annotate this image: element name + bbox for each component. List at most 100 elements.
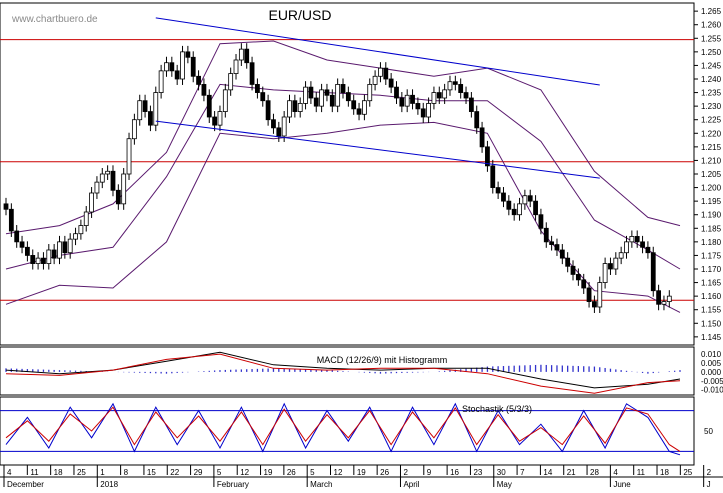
x-axis: 4 11 18 25 1 8 15 22 29 5 12 19 26 5 12 19 26 2 9 16 23 30 7 14…: [0, 465, 723, 489]
date-tick-label: 19: [357, 468, 366, 477]
macd-signal-line: [5, 353, 681, 394]
candle-body: [228, 73, 234, 91]
month-label: June: [613, 480, 631, 489]
candle-body: [420, 108, 426, 118]
candle-body: [335, 84, 341, 107]
date-tick-label: 25: [77, 468, 86, 477]
price-tick-label: 1.170: [701, 265, 722, 274]
price-tick-label: 1.220: [701, 129, 722, 138]
candle-body: [131, 119, 137, 140]
candle-body: [661, 301, 667, 305]
date-tick-label: 9: [427, 468, 432, 477]
stochastic-d-line: [5, 406, 681, 452]
candle-body: [640, 241, 645, 248]
candle-body: [185, 51, 191, 58]
date-tick-label: 1: [100, 468, 105, 477]
candle-body: [174, 70, 180, 80]
candle-body: [452, 81, 458, 85]
price-tick-label: 1.190: [701, 211, 722, 220]
macd-tick-label: 0.010: [701, 350, 722, 359]
candle-body: [340, 84, 346, 93]
candle-body: [565, 257, 571, 267]
macd-frame: [0, 346, 695, 396]
candle-body: [468, 97, 474, 112]
candle-body: [89, 192, 94, 213]
stochastic-frame: [0, 396, 695, 466]
date-tick-label: 5: [217, 468, 222, 477]
candle-body: [99, 173, 105, 183]
candle-body: [329, 94, 335, 107]
macd-tick-label: -0.010: [701, 386, 723, 395]
candle-body: [217, 111, 223, 126]
candle-body: [319, 89, 325, 107]
candle-body: [244, 48, 250, 64]
macd-tick-label: 0.005: [701, 359, 722, 368]
date-tick-label: 2: [403, 468, 408, 477]
stochastic-panel: 50: [0, 396, 713, 466]
price-tick-label: 1.250: [701, 48, 722, 57]
candle-body: [485, 146, 490, 167]
candle-body: [260, 92, 266, 102]
trend-line: [155, 17, 600, 86]
candle-body: [308, 86, 314, 99]
candle-body: [153, 92, 159, 126]
candle-body: [447, 81, 453, 91]
candle-body: [404, 94, 410, 107]
candle-body: [158, 70, 164, 93]
candle-body: [527, 195, 533, 202]
candle-body: [276, 127, 282, 137]
month-label: March: [310, 480, 332, 489]
candle-body: [180, 51, 185, 80]
candle-body: [559, 249, 565, 259]
candle-body: [431, 92, 437, 104]
price-tick-label: 1.175: [701, 251, 722, 260]
candle-body: [249, 62, 255, 85]
candle-body: [495, 187, 501, 194]
candle-body: [196, 75, 201, 85]
price-tick-label: 1.195: [701, 197, 722, 206]
candle-body: [543, 227, 549, 243]
candle-body: [597, 282, 603, 308]
candle-body: [313, 97, 319, 107]
watermark: www.chartbuero.de: [11, 14, 98, 25]
candle-body: [581, 279, 587, 289]
price-tick-label: 1.240: [701, 75, 722, 84]
candle-body: [618, 252, 624, 259]
date-tick-label: 18: [54, 468, 63, 477]
candle-body: [356, 108, 362, 115]
candle-body: [110, 170, 116, 191]
candle-body: [142, 100, 148, 112]
candle-body: [575, 274, 581, 281]
candle-body: [361, 100, 367, 115]
price-tick-label: 1.235: [701, 89, 722, 98]
candle-body: [271, 119, 276, 129]
price-tick-label: 1.225: [701, 116, 722, 125]
price-tick-label: 1.165: [701, 279, 722, 288]
chart-title: EUR/USD: [268, 7, 331, 23]
candle-body: [624, 241, 629, 254]
price-tick-label: 1.260: [701, 21, 722, 30]
candle-body: [3, 203, 9, 210]
candle-body: [51, 249, 57, 259]
candle-body: [35, 257, 41, 264]
date-tick-label: 4: [613, 468, 618, 477]
candle-body: [608, 263, 613, 270]
candle-body: [399, 97, 405, 107]
candle-body: [94, 181, 100, 194]
candle-body: [602, 263, 608, 283]
candle-body: [201, 84, 207, 96]
candle-body: [415, 103, 421, 110]
candle-body: [57, 241, 62, 259]
date-tick-label: 30: [497, 468, 506, 477]
candle-body: [458, 84, 464, 93]
month-label: December: [7, 480, 44, 489]
candle-body: [222, 89, 228, 112]
candle-body: [190, 56, 196, 77]
candle-body: [511, 208, 517, 216]
candle-body: [238, 48, 244, 61]
candle-body: [8, 208, 14, 232]
date-tick-label: 2: [707, 468, 712, 477]
candle-body: [206, 94, 212, 118]
candle-body: [212, 116, 218, 126]
